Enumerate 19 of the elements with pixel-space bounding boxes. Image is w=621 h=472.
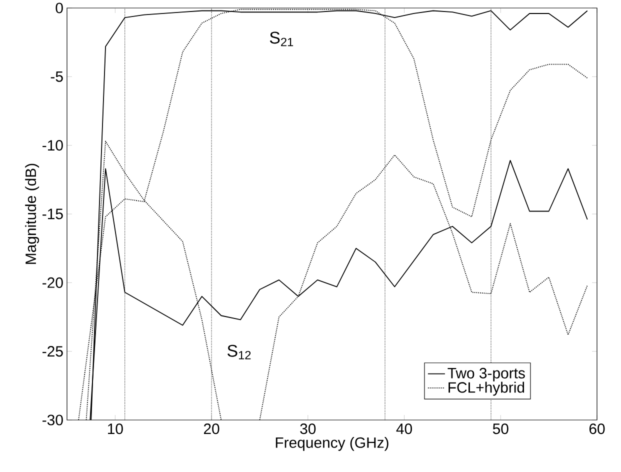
y-tick-label: -30 bbox=[42, 414, 63, 426]
legend-label: Two 3-ports bbox=[448, 368, 525, 382]
x-tick-label: 10 bbox=[108, 424, 123, 434]
annotation: S$_{12}$ bbox=[228, 344, 251, 360]
x-tick-label: 20 bbox=[204, 424, 220, 434]
x-tick-label: 50 bbox=[492, 424, 508, 434]
x-tick-label: 40 bbox=[396, 424, 412, 434]
y-axis-title: Magnitude (dB) bbox=[25, 164, 40, 264]
y-tick-label: -5 bbox=[50, 71, 63, 82]
x-axis-title: Frequency (GHz) bbox=[276, 436, 388, 451]
y-tick-label: -25 bbox=[42, 346, 63, 357]
annotation: S$_{21}$ bbox=[270, 32, 294, 46]
y-tick-label: -20 bbox=[42, 277, 63, 288]
x-tick-label: 30 bbox=[300, 424, 316, 434]
x-tick-label: 60 bbox=[589, 424, 605, 434]
y-tick-label: 0 bbox=[56, 2, 63, 14]
y-tick-label: -15 bbox=[42, 208, 63, 220]
y-tick-label: -10 bbox=[42, 140, 63, 151]
legend-label: FCL+hybrid bbox=[448, 382, 524, 396]
